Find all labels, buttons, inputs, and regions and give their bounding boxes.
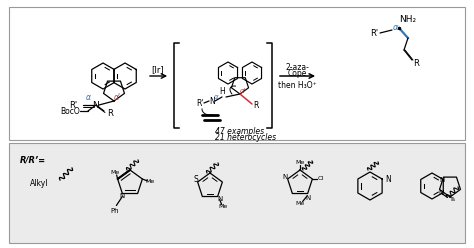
Text: then H₃O⁺: then H₃O⁺	[278, 81, 316, 90]
Text: N: N	[385, 175, 391, 184]
Text: R: R	[107, 109, 113, 118]
Text: N: N	[217, 195, 222, 202]
Text: α: α	[393, 24, 399, 32]
Text: Me: Me	[295, 201, 304, 206]
Text: Ts: Ts	[450, 197, 456, 202]
Text: R: R	[413, 60, 419, 68]
Text: Me: Me	[295, 160, 305, 165]
Text: Alkyl: Alkyl	[29, 180, 48, 188]
Text: [Ir]: [Ir]	[152, 65, 164, 74]
Text: Me: Me	[218, 204, 227, 209]
Text: 2-aza-: 2-aza-	[285, 62, 309, 71]
Text: R': R'	[196, 98, 204, 107]
Text: α': α'	[113, 93, 120, 101]
Text: N: N	[439, 177, 444, 183]
Text: N: N	[92, 100, 100, 110]
Text: Cl: Cl	[317, 177, 323, 182]
Text: 47 examples: 47 examples	[215, 126, 264, 135]
Text: R/R’=: R/R’=	[20, 155, 46, 164]
Text: Me: Me	[146, 180, 155, 185]
Text: 21 heterocycles: 21 heterocycles	[215, 133, 276, 143]
Text: α: α	[214, 94, 219, 100]
Text: N: N	[438, 190, 443, 196]
Text: R': R'	[370, 29, 378, 37]
Text: N: N	[209, 96, 215, 105]
Text: R: R	[253, 101, 259, 111]
Text: α: α	[85, 93, 91, 101]
Text: BocO: BocO	[60, 106, 80, 116]
Text: Ph: Ph	[110, 208, 118, 214]
Text: Me: Me	[110, 170, 119, 176]
Text: S: S	[193, 176, 198, 185]
Text: N: N	[305, 194, 310, 201]
Text: α': α'	[240, 88, 246, 94]
Bar	[9, 7, 465, 140]
Text: R': R'	[69, 100, 77, 110]
Text: NH₂: NH₂	[400, 15, 417, 25]
Text: H: H	[219, 87, 225, 95]
Bar	[9, 143, 465, 243]
Text: N: N	[282, 174, 287, 180]
Text: Cope: Cope	[287, 68, 307, 77]
Text: N: N	[120, 192, 125, 198]
